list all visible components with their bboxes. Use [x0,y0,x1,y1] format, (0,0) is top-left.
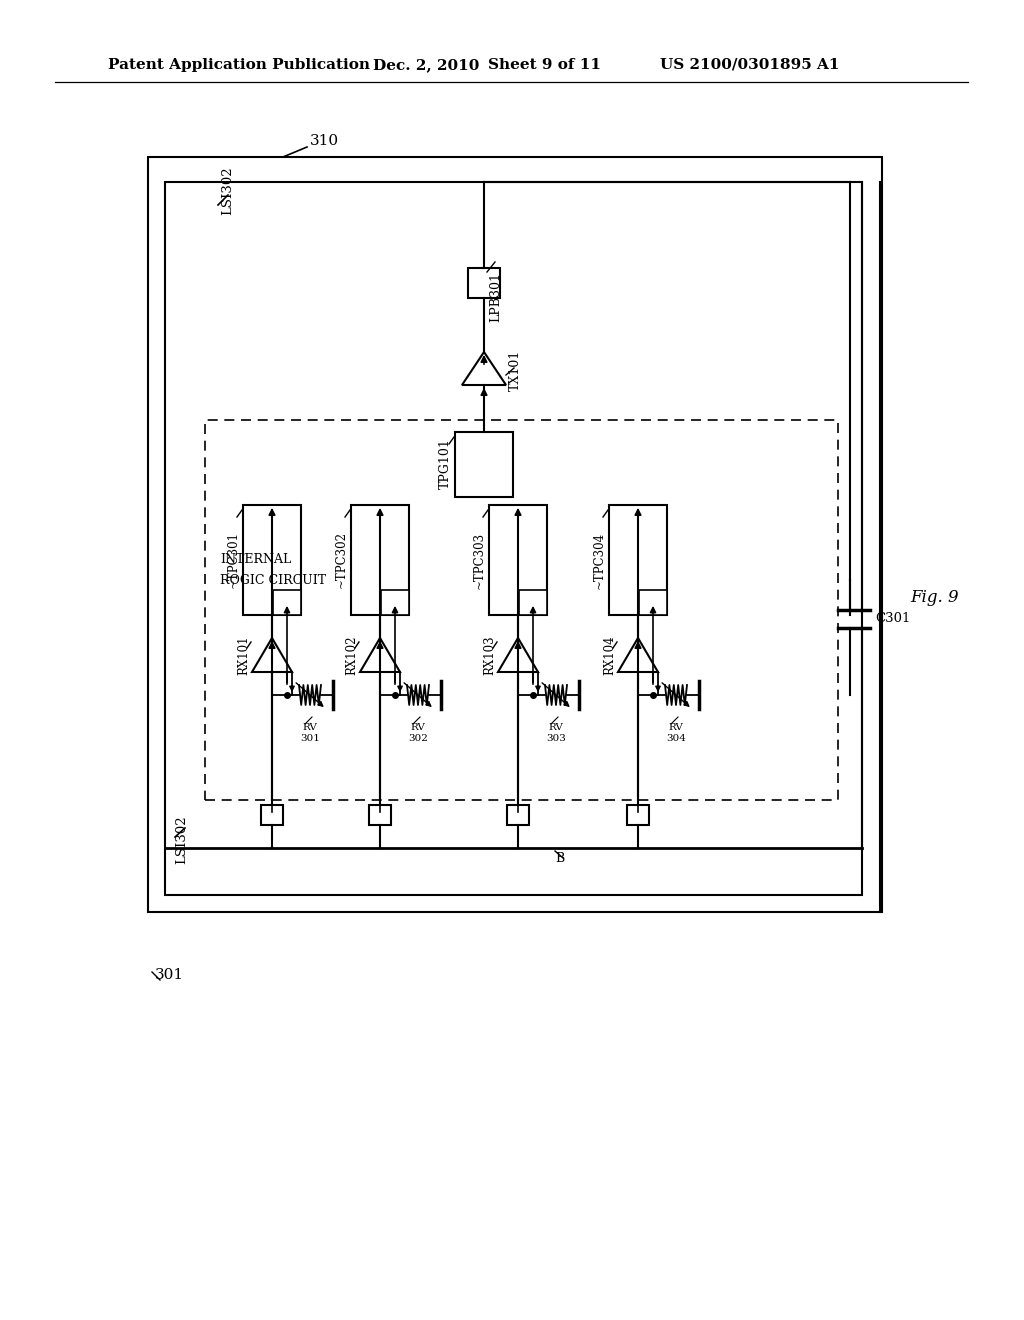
Text: Fig. 9: Fig. 9 [910,590,958,606]
Text: Dec. 2, 2010: Dec. 2, 2010 [373,58,479,73]
Text: RV
302: RV 302 [408,723,428,743]
Text: TX101: TX101 [509,350,522,391]
Text: US 2100/0301895 A1: US 2100/0301895 A1 [660,58,840,73]
Bar [519,590,547,615]
Bar [148,157,882,912]
Text: ~TPC302: ~TPC302 [335,532,348,589]
Bar [205,420,838,800]
Text: RV
301: RV 301 [300,723,319,743]
Text: C301: C301 [874,612,910,626]
Text: RX101: RX101 [237,635,250,675]
Text: ~TPC303: ~TPC303 [473,532,486,589]
Bar [369,805,391,825]
Bar [273,590,301,615]
Text: Patent Application Publication: Patent Application Publication [108,58,370,73]
Text: RV
304: RV 304 [666,723,686,743]
Text: INTERNAL
ROGIC CIRCUIT: INTERNAL ROGIC CIRCUIT [220,553,326,587]
Bar [381,590,409,615]
Text: RX102: RX102 [345,635,358,675]
Bar [609,506,667,615]
Text: LSI302: LSI302 [221,166,234,215]
Text: B: B [555,851,564,865]
Bar [639,590,667,615]
Bar [261,805,283,825]
Text: RX104: RX104 [603,635,616,675]
Text: LPB301: LPB301 [489,272,502,322]
Text: RV
303: RV 303 [546,723,566,743]
Bar [468,268,500,298]
Text: RX103: RX103 [483,635,496,675]
Bar [455,432,513,498]
Text: 301: 301 [155,968,184,982]
Bar [165,182,862,895]
Bar [243,506,301,615]
Text: 310: 310 [310,135,339,148]
Text: ~TPC304: ~TPC304 [593,532,606,589]
Bar [351,506,409,615]
Text: LSI302: LSI302 [175,816,188,865]
Bar [507,805,529,825]
Text: ~TPC301: ~TPC301 [227,532,240,589]
Bar [627,805,649,825]
Text: TPG101: TPG101 [439,438,452,490]
Text: Sheet 9 of 11: Sheet 9 of 11 [488,58,601,73]
Bar [489,506,547,615]
